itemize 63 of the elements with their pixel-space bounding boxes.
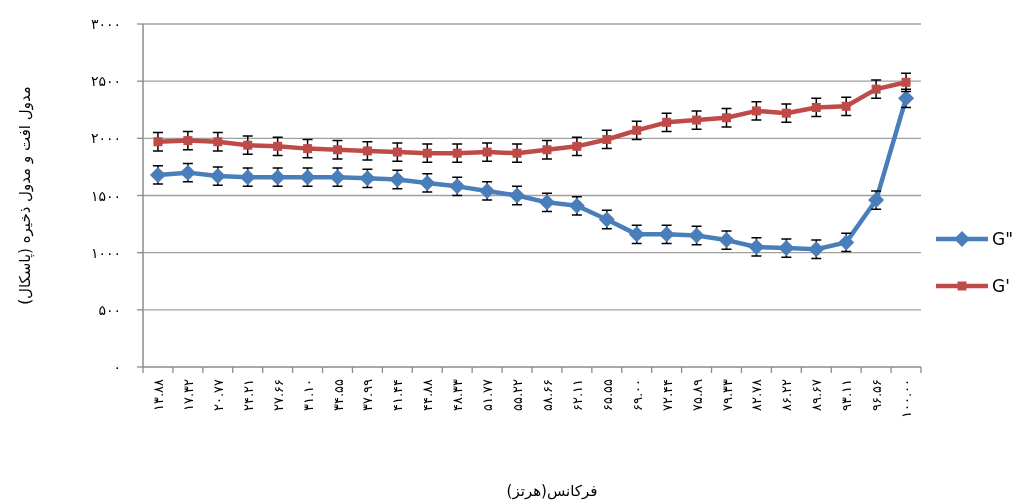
point [452, 148, 462, 158]
y-tick-label: ۲۵۰۰ [90, 73, 121, 90]
x-tick-label: ۶۹.۰۰ [629, 379, 645, 412]
x-tick-label: ۳۷.۹۹ [360, 378, 376, 412]
y-tick-label: ۲۰۰۰ [90, 130, 121, 147]
point [632, 125, 642, 135]
point [722, 113, 731, 123]
point [602, 134, 612, 144]
x-tick-label: ۷۹.۳۳ [719, 378, 735, 412]
point [781, 108, 791, 118]
x-tick-label: ۵۸.۶۶ [539, 379, 555, 412]
x-tick-label: ۱۳.۸۸ [150, 378, 166, 412]
y-axis-title: مدول افت و مدول ذخیره (پاسکال) [16, 86, 35, 305]
point [213, 137, 223, 147]
point [662, 117, 672, 127]
legend-label: G' [992, 276, 1010, 296]
legend-label: G" [992, 229, 1013, 249]
y-tick-label: ۰ [113, 359, 121, 375]
x-tick-label: ۹۳.۱۱ [839, 379, 855, 412]
y-tick-label: ۵۰۰ [98, 301, 121, 318]
point [871, 84, 881, 94]
point [751, 106, 761, 116]
point [153, 137, 163, 147]
x-tick-label: ۸۲.۷۸ [749, 378, 765, 412]
point [512, 148, 522, 158]
y-tick-label: ۱۵۰۰ [90, 187, 121, 204]
point [841, 101, 851, 111]
point [183, 136, 193, 146]
x-tick-label: ۱۷.۳۲ [180, 378, 196, 412]
point [243, 140, 253, 150]
x-tick-label: ۷۲.۴۴ [659, 378, 675, 412]
point [542, 145, 552, 155]
x-tick-label: ۸۶.۲۲ [779, 378, 795, 412]
y-tick-label: ۳۰۰۰ [90, 16, 121, 32]
point [811, 102, 821, 112]
y-tick-label: ۱۰۰۰ [90, 244, 121, 261]
point [362, 146, 372, 156]
point [392, 147, 402, 157]
point [901, 77, 911, 87]
x-tick-label: ۵۱.۷۷ [480, 378, 496, 412]
x-tick-label: ۵۵.۲۲ [510, 378, 526, 412]
x-tick-label: ۷۵.۸۹ [689, 378, 705, 412]
point [303, 144, 313, 154]
x-tick-label: ۴۸.۳۳ [450, 378, 466, 412]
point [692, 115, 702, 125]
point [333, 145, 342, 155]
x-tick-label: ۳۱.۱۰ [300, 379, 316, 412]
point [572, 141, 582, 151]
x-tick-label: ۴۴.۸۸ [420, 378, 436, 412]
x-tick-label: ۳۴.۵۵ [330, 378, 346, 412]
x-tick-label: ۶۲.۱۱ [569, 379, 585, 412]
x-tick-label: ۲۷.۶۶ [270, 379, 286, 412]
point [422, 148, 432, 158]
point [273, 141, 283, 151]
x-axis-title: فرکانس(هرتز) [506, 482, 598, 500]
x-tick-label: ۲۴.۲۱ [240, 379, 256, 412]
x-tick-label: ۲۰.۷۷ [210, 378, 226, 412]
x-tick-label: ۸۹.۶۷ [809, 378, 825, 412]
point [482, 147, 492, 157]
x-tick-label: ۱۰۰.۰۰ [899, 379, 915, 419]
x-tick-label: ۹۶.۵۶ [869, 379, 885, 412]
x-tick-label: ۶۵.۵۵ [599, 378, 615, 412]
x-tick-label: ۴۱.۴۴ [390, 378, 406, 412]
